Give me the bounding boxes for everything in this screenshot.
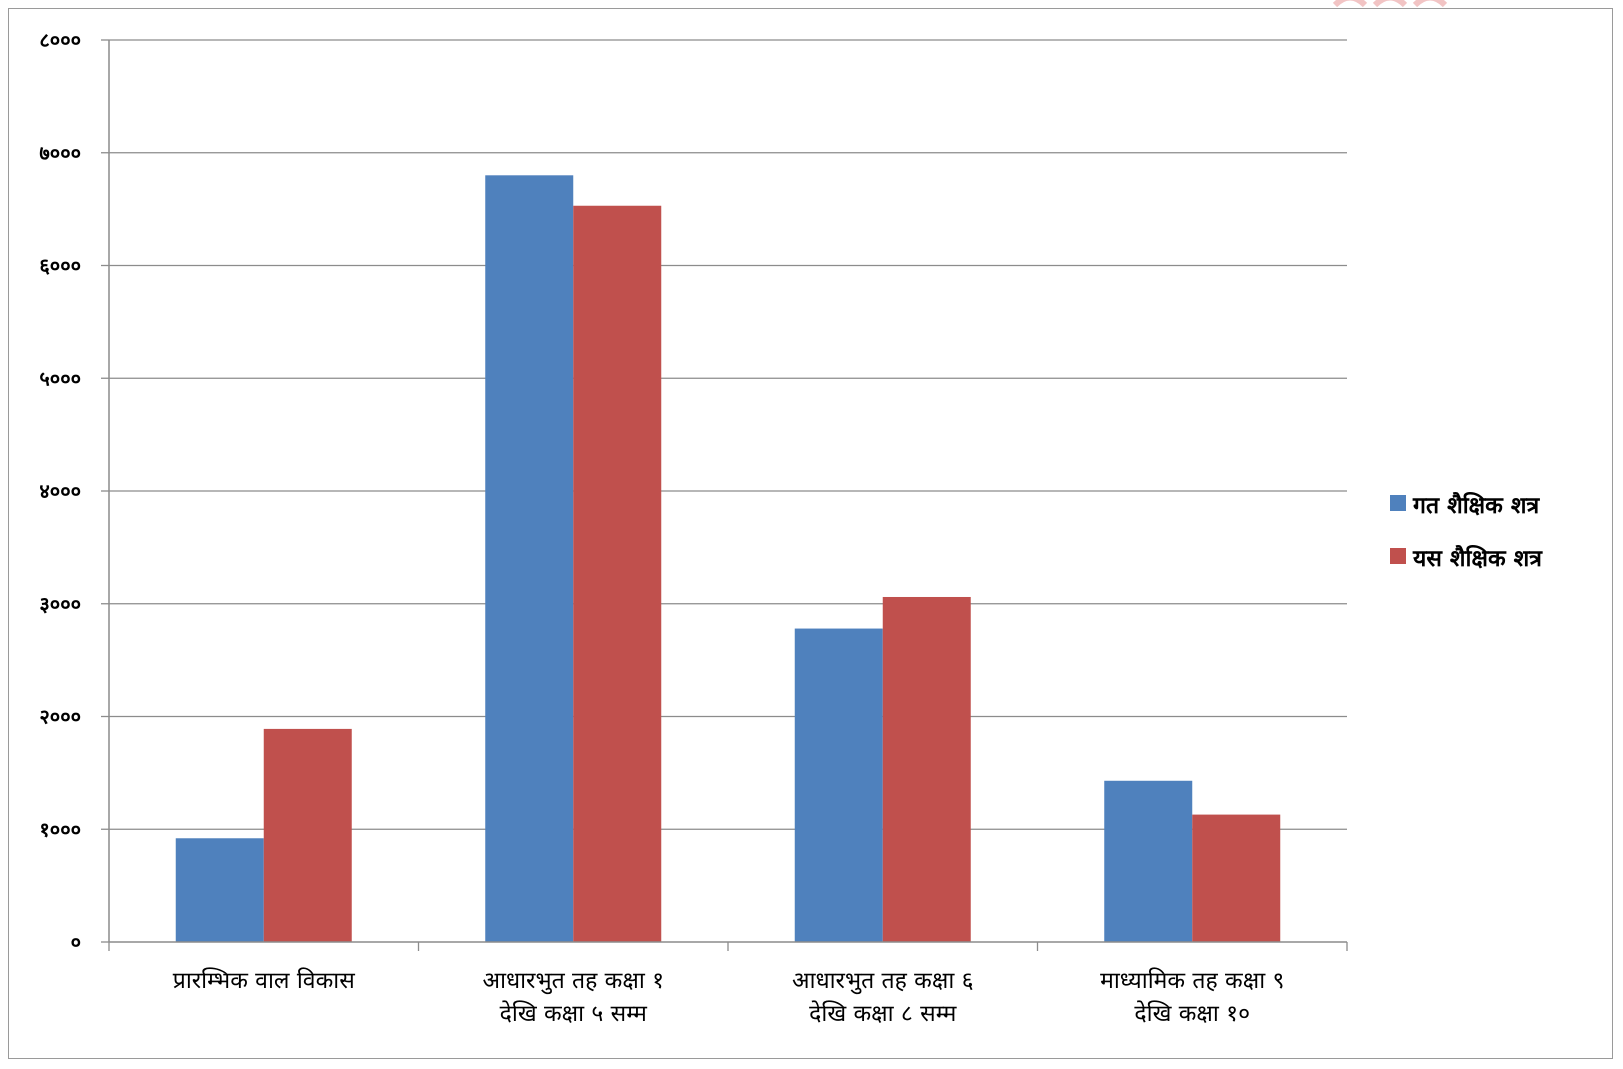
bar-s1-c0 [263, 728, 352, 942]
xtick-label-c3-l1: देखि कक्षा १० [1134, 1000, 1250, 1027]
ytick-label-3000: ३००० [39, 592, 81, 616]
ytick-label-8000: ८००० [39, 28, 81, 52]
xtick-label-c2-l1: देखि कक्षा ८ सम्म [809, 1000, 957, 1027]
x-tick-labels: प्रारम्भिक वाल विकास आधारभुत तह कक्षा १ दे… [173, 967, 1285, 1027]
ytick-label-2000: २००० [39, 705, 81, 729]
ytick-label-7000: ७००० [39, 141, 81, 165]
bar-s0-c3 [1104, 780, 1193, 942]
bar-s1-c3 [1192, 814, 1281, 942]
bar-s0-c2 [794, 628, 883, 942]
y-tick-labels: ० १००० २००० ३००० ४००० ५००० ६००० ७००० ८००० [39, 28, 81, 954]
ytick-label-0: ० [71, 930, 81, 954]
bar-s0-c0 [175, 838, 264, 942]
axes [101, 39, 1348, 951]
xtick-label-c1-l0: आधारभुत तह कक्षा १ [482, 968, 664, 995]
legend-swatch-1 [1390, 548, 1406, 564]
watermark-arcs [1332, 0, 1448, 8]
ytick-label-5000: ५००० [39, 366, 81, 390]
xtick-label-c2-l0: आधारभुत तह कक्षा ६ [792, 968, 974, 995]
ytick-label-6000: ६००० [39, 254, 81, 278]
grid-lines [109, 39, 1347, 830]
legend-label-0: गत शैक्षिक शत्र [1412, 491, 1540, 519]
bar-s1-c1 [573, 205, 662, 942]
xtick-label-c0-l0: प्रारम्भिक वाल विकास [173, 967, 355, 994]
bars [175, 175, 1281, 943]
ytick-label-4000: ४००० [39, 479, 81, 503]
bar-s1-c2 [882, 596, 971, 942]
legend: गत शैक्षिक शत्र यस शैक्षिक शत्र [1390, 491, 1543, 572]
bar-s0-c1 [485, 175, 574, 943]
legend-swatch-0 [1390, 495, 1406, 511]
xtick-label-c3-l0: माध्यामिक तह कक्षा ९ [1100, 967, 1284, 994]
ytick-label-1000: १००० [39, 817, 81, 841]
xtick-label-c1-l1: देखि कक्षा ५ सम्म [500, 1000, 648, 1027]
legend-label-1: यस शैक्षिक शत्र [1412, 544, 1543, 572]
